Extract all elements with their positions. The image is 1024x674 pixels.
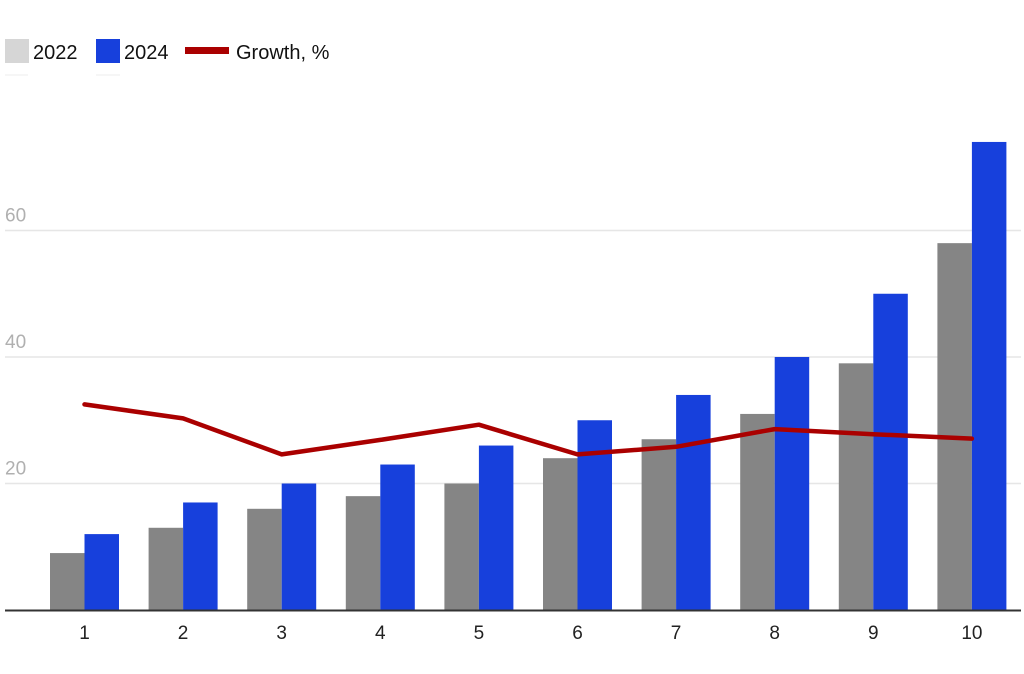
x-tick-label-4: 4 [375, 623, 386, 644]
growth-line [82, 402, 975, 457]
bar-2024-6 [577, 420, 612, 610]
x-tick-label-10: 10 [961, 623, 982, 644]
bar-2022-1 [50, 553, 85, 610]
bar-2024-1 [84, 534, 119, 610]
bar-2024-7 [676, 394, 711, 610]
x-tick-label-6: 6 [572, 623, 583, 644]
bar-2022-8 [740, 413, 775, 610]
x-tick-label-2: 2 [178, 623, 189, 644]
bar-2022-7 [641, 439, 677, 610]
bar-2024-2 [183, 502, 218, 610]
bar-2024-8 [774, 357, 810, 610]
bar-2022-10 [937, 243, 972, 610]
x-tick-label-1: 1 [79, 623, 90, 644]
y-tick-label-40: 40 [5, 332, 26, 353]
y-tick-label-20: 20 [5, 459, 26, 480]
bar-2022-5 [444, 483, 479, 610]
legend-label-1: 2022 [33, 42, 78, 64]
legend: 2022 2024 Growth, % [5, 39, 330, 76]
x-tick-label-7: 7 [671, 623, 682, 644]
bar-2022-6 [543, 458, 578, 610]
x-tick-label-3: 3 [276, 623, 287, 644]
x-tick-label-5: 5 [474, 623, 485, 644]
y-axis-ticks: 20 40 60 [5, 206, 26, 480]
bar-2024-10 [971, 141, 1007, 610]
x-tick-label-8: 8 [769, 623, 780, 644]
bars [50, 141, 1007, 610]
bar-2022-3 [247, 508, 282, 610]
legend-swatch-2 [96, 39, 120, 63]
x-axis: 1 2 3 4 5 6 7 8 9 10 [5, 609, 1021, 644]
bar-2022-9 [838, 363, 874, 610]
bar-2022-4 [345, 496, 381, 610]
bar-2024-3 [281, 483, 317, 610]
growth-line-path [82, 402, 975, 457]
y-tick-label-60: 60 [5, 206, 26, 227]
legend-swatch-1 [5, 39, 29, 63]
bar-2022-2 [148, 527, 184, 610]
bar-2024-5 [478, 445, 514, 610]
x-tick-label-9: 9 [868, 623, 879, 644]
legend-label-2: 2024 [124, 42, 169, 64]
bar-2024-4 [380, 464, 415, 610]
legend-swatch-3 [185, 47, 229, 54]
bar-2024-9 [873, 293, 908, 610]
legend-label-3: Growth, % [236, 42, 330, 64]
